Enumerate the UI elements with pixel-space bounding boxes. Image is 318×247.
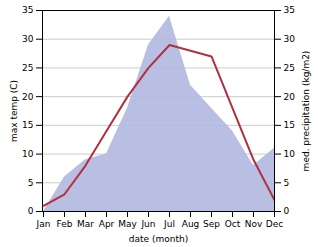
svg-text:Jan: Jan (36, 219, 51, 229)
svg-text:med. precipitation (kg/m2): med. precipitation (kg/m2) (301, 51, 311, 172)
svg-text:5: 5 (28, 178, 34, 188)
svg-text:5: 5 (284, 178, 290, 188)
svg-text:May: May (118, 219, 137, 229)
svg-text:20: 20 (284, 92, 296, 102)
svg-text:35: 35 (22, 5, 33, 15)
svg-text:Aug: Aug (182, 219, 200, 229)
svg-text:Nov: Nov (245, 219, 263, 229)
svg-text:Apr: Apr (99, 219, 115, 229)
svg-text:date (month): date (month) (129, 234, 188, 244)
svg-text:15: 15 (284, 120, 295, 130)
svg-text:15: 15 (22, 120, 33, 130)
svg-text:Feb: Feb (57, 219, 73, 229)
svg-text:35: 35 (284, 5, 295, 15)
svg-text:Jul: Jul (163, 219, 175, 229)
svg-text:20: 20 (22, 92, 34, 102)
svg-text:0: 0 (284, 206, 290, 216)
svg-text:0: 0 (28, 206, 34, 216)
svg-text:Jun: Jun (140, 219, 155, 229)
svg-text:30: 30 (22, 34, 34, 44)
svg-text:30: 30 (284, 34, 296, 44)
svg-text:max temp (C): max temp (C) (9, 80, 19, 142)
svg-text:10: 10 (284, 149, 296, 159)
svg-text:Sep: Sep (203, 219, 220, 229)
svg-text:Oct: Oct (225, 219, 241, 229)
svg-text:25: 25 (22, 63, 33, 73)
svg-text:10: 10 (22, 149, 34, 159)
svg-text:Mar: Mar (77, 219, 94, 229)
svg-text:Dec: Dec (266, 219, 283, 229)
svg-text:25: 25 (284, 63, 295, 73)
